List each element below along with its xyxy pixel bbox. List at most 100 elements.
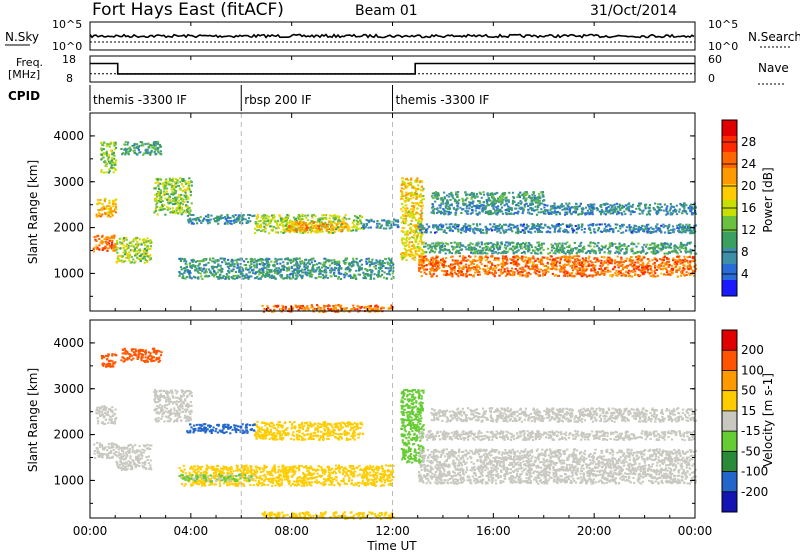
power-cell <box>407 183 409 185</box>
power-cell <box>329 272 331 274</box>
power-cell <box>551 256 553 258</box>
power-cell <box>539 247 541 249</box>
power-cell <box>318 273 320 275</box>
power-cell <box>460 245 462 247</box>
power-cell <box>474 248 476 250</box>
power-cell <box>115 160 117 162</box>
power-cell <box>495 259 497 261</box>
power-cell <box>144 262 146 264</box>
power-cell <box>357 305 359 307</box>
power-cell <box>167 181 169 183</box>
power-cell <box>426 228 428 230</box>
power-cell <box>547 271 549 273</box>
power-cell <box>299 217 301 219</box>
power-cell <box>512 242 514 244</box>
power-cell <box>370 271 372 273</box>
power-cell <box>103 148 105 150</box>
power-cell <box>656 246 658 248</box>
power-cell <box>451 264 453 266</box>
power-cell <box>308 272 310 274</box>
power-cell <box>423 269 425 271</box>
power-cell <box>635 256 637 258</box>
power-cell <box>266 269 268 271</box>
power-cell <box>135 239 137 241</box>
power-cell <box>634 270 636 272</box>
power-cell <box>213 218 215 220</box>
power-cell <box>654 272 656 274</box>
freq-trace <box>90 64 695 74</box>
power-cell <box>274 272 276 274</box>
power-cell <box>585 266 587 268</box>
power-cell <box>671 250 673 252</box>
power-cell <box>100 142 102 144</box>
power-cell <box>540 269 542 271</box>
power-cell <box>688 242 690 244</box>
freq-left-tick-top: 18 <box>62 53 76 66</box>
power-cell <box>401 203 403 205</box>
power-cell <box>98 249 100 251</box>
power-cell <box>327 260 329 262</box>
power-cell <box>368 259 370 261</box>
power-cell <box>270 261 272 263</box>
power-cell <box>168 195 170 197</box>
power-cell <box>663 259 665 261</box>
power-cell <box>493 259 495 261</box>
power-cell <box>104 198 106 200</box>
power-cell <box>444 248 446 250</box>
power-cell <box>371 259 373 261</box>
power-cell <box>153 212 155 214</box>
power-cell <box>212 258 214 260</box>
power-cell <box>304 264 306 266</box>
power-cell <box>210 215 212 217</box>
power-cell <box>172 180 174 182</box>
power-cell <box>609 243 611 245</box>
power-cell <box>301 277 303 279</box>
power-cell <box>601 265 603 267</box>
power-cell <box>253 264 255 266</box>
power-cell <box>109 170 111 172</box>
power-cell <box>651 259 653 261</box>
power-cell <box>679 249 681 251</box>
power-cell <box>301 271 303 273</box>
power-cell <box>421 181 423 183</box>
power-cell <box>111 235 113 237</box>
power-cell <box>243 275 245 277</box>
power-cell <box>576 253 578 255</box>
power-cell <box>466 270 468 272</box>
power-cell <box>114 168 116 170</box>
power-cell <box>159 146 161 148</box>
power-cell <box>106 151 108 153</box>
power-cell <box>444 245 446 247</box>
power-cell <box>422 260 424 262</box>
power-cell <box>692 257 694 259</box>
power-cell <box>599 252 601 254</box>
power-cell <box>378 223 380 225</box>
power-cell <box>190 191 192 193</box>
power-cell <box>351 226 353 228</box>
power-cell <box>417 243 419 245</box>
power-cell <box>470 246 472 248</box>
power-cell <box>179 189 181 191</box>
power-cell <box>578 273 580 275</box>
power-cell <box>298 227 300 229</box>
power-cell <box>416 253 418 255</box>
power-cell <box>416 208 418 210</box>
power-cell <box>205 215 207 217</box>
power-cell <box>160 153 162 155</box>
power-cell <box>485 259 487 261</box>
power-cell <box>424 246 426 248</box>
power-cell <box>162 200 164 202</box>
power-cell <box>323 226 325 228</box>
power-cell <box>532 262 534 264</box>
power-cell <box>601 249 603 251</box>
power-cell <box>407 230 409 232</box>
power-cell <box>487 246 489 248</box>
power-cell <box>110 167 112 169</box>
power-cell <box>262 269 264 271</box>
power-cell <box>573 263 575 265</box>
power-cell <box>260 278 262 280</box>
power-cell <box>499 269 501 271</box>
power-cell <box>654 253 656 255</box>
power-cell <box>638 266 640 268</box>
power-cell <box>274 269 276 271</box>
